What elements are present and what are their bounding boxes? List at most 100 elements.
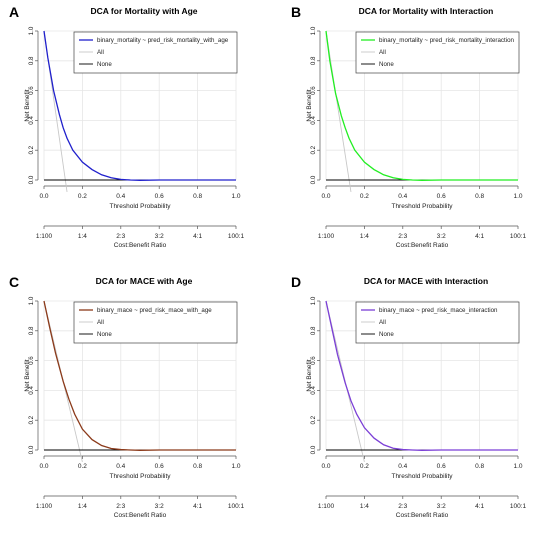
legend-label: All	[97, 49, 104, 56]
y-tick-label: 0.2	[28, 145, 35, 154]
series-line-model	[43, 30, 236, 181]
y-axis-label: Net Benefit	[306, 359, 313, 391]
x2-tick-label: 1:4	[360, 233, 369, 240]
x-axis-label: Threshold Probability	[109, 203, 171, 210]
chart-panel-c: C DCA for MACE with Age 0.0 0.2 0.4 0.6 0.8 1.0…	[9, 274, 245, 519]
y-axis-label: Net Benefit	[24, 89, 31, 121]
y-tick-label: 0.0	[310, 175, 317, 184]
legend-box	[355, 31, 520, 74]
legend-box	[355, 301, 520, 344]
chart-title: DCA for MACE with Age	[96, 276, 193, 286]
x-tick-label: 1.0	[231, 193, 240, 200]
x2-tick-label: 4:1	[193, 233, 202, 240]
x2-tick-label: 3:2	[155, 503, 164, 510]
y-tick-label: 0.2	[310, 145, 317, 154]
x2-axis-label: Cost:Benefit Ratio	[396, 242, 449, 249]
chart-panel-a: A DCA for Mortality with Age 0.0 0.2 0.4 0.6 0…	[9, 4, 245, 249]
legend-label: None	[379, 331, 394, 338]
x2-axis-label: Cost:Benefit Ratio	[114, 242, 167, 249]
y-tick-label: 0.6	[28, 86, 35, 95]
x2-tick-label: 4:1	[475, 503, 484, 510]
y-tick-label: 0.4	[310, 386, 317, 395]
x2-tick-label: 100:1	[228, 503, 245, 510]
y-tick-label: 0.6	[310, 356, 317, 365]
legend-label: binary_mace ~ pred_risk_mace_with_age	[97, 307, 212, 314]
y-tick-label: 0.2	[28, 415, 35, 424]
x-tick-label: 0.8	[193, 463, 202, 470]
series-line-model	[325, 30, 518, 181]
x2-tick-label: 1:4	[78, 233, 87, 240]
y-tick-label: 0.8	[28, 326, 35, 335]
panel-label: B	[291, 4, 301, 20]
y-tick-label: 0.8	[310, 326, 317, 335]
legend-label: None	[97, 331, 112, 338]
y-axis-label: Net Benefit	[306, 89, 313, 121]
x-tick-label: 1.0	[513, 193, 522, 200]
x-tick-label: 0.8	[475, 193, 484, 200]
x-tick-label: 1.0	[513, 463, 522, 470]
chart-title: DCA for Mortality with Interaction	[359, 6, 494, 16]
x-tick-label: 0.4	[116, 463, 125, 470]
x2-tick-label: 2:3	[116, 503, 125, 510]
y-tick-label: 0.8	[28, 56, 35, 65]
x-tick-label: 0.0	[321, 463, 330, 470]
y-tick-label: 0.4	[310, 116, 317, 125]
y-tick-label: 0.0	[310, 445, 317, 454]
x-tick-label: 0.4	[116, 193, 125, 200]
x2-tick-label: 1:4	[360, 503, 369, 510]
y-tick-label: 0.4	[28, 116, 35, 125]
panel-label: A	[9, 4, 19, 20]
y-axis-label: Net Benefit	[24, 359, 31, 391]
x-tick-label: 1.0	[231, 463, 240, 470]
x-axis-label: Threshold Probability	[391, 473, 453, 480]
y-tick-label: 1.0	[28, 26, 35, 35]
x-tick-label: 0.8	[475, 463, 484, 470]
y-tick-label: 0.8	[310, 56, 317, 65]
x-axis-label: Threshold Probability	[109, 473, 171, 480]
y-tick-label: 1.0	[310, 26, 317, 35]
x-tick-label: 0.2	[78, 463, 87, 470]
series-line-model	[325, 300, 518, 451]
panel-label: C	[9, 274, 19, 290]
x2-tick-label: 3:2	[155, 233, 164, 240]
x2-tick-label: 1:100	[36, 233, 53, 240]
x2-tick-label: 3:2	[437, 233, 446, 240]
y-tick-label: 1.0	[28, 296, 35, 305]
legend-label: None	[379, 61, 394, 68]
x-tick-label: 0.0	[321, 193, 330, 200]
y-tick-label: 0.4	[28, 386, 35, 395]
x2-tick-label: 2:3	[116, 233, 125, 240]
x2-tick-label: 1:100	[36, 503, 53, 510]
x-tick-label: 0.0	[39, 193, 48, 200]
legend-label: All	[379, 49, 386, 56]
x-tick-label: 0.6	[437, 463, 446, 470]
legend-box	[73, 31, 238, 74]
chart-title: DCA for MACE with Interaction	[364, 276, 488, 286]
x2-tick-label: 100:1	[510, 233, 527, 240]
x2-axis-label: Cost:Benefit Ratio	[114, 512, 167, 519]
x2-tick-label: 2:3	[398, 503, 407, 510]
x-axis-label: Threshold Probability	[391, 203, 453, 210]
legend-label: binary_mace ~ pred_risk_mace_interaction	[379, 307, 498, 314]
x2-tick-label: 100:1	[510, 503, 527, 510]
x-tick-label: 0.2	[360, 463, 369, 470]
x2-tick-label: 100:1	[228, 233, 245, 240]
y-tick-label: 0.6	[310, 86, 317, 95]
legend-box	[73, 301, 238, 344]
legend-label: binary_mortality ~ pred_risk_mortality_w…	[97, 37, 229, 44]
x-tick-label: 0.6	[155, 193, 164, 200]
x-tick-label: 0.2	[78, 193, 87, 200]
x-tick-label: 0.6	[437, 193, 446, 200]
y-tick-label: 0.0	[28, 175, 35, 184]
chart-panel-d: D DCA for MACE with Interaction 0.0 0.2 0.4 0…	[291, 274, 527, 519]
panel-label: D	[291, 274, 301, 290]
x2-tick-label: 1:100	[318, 233, 335, 240]
x-tick-label: 0.0	[39, 463, 48, 470]
x-tick-label: 0.4	[398, 193, 407, 200]
y-tick-label: 0.0	[28, 445, 35, 454]
series-line-all	[325, 30, 352, 192]
x-tick-label: 0.8	[193, 193, 202, 200]
x-tick-label: 0.4	[398, 463, 407, 470]
x2-tick-label: 1:4	[78, 503, 87, 510]
